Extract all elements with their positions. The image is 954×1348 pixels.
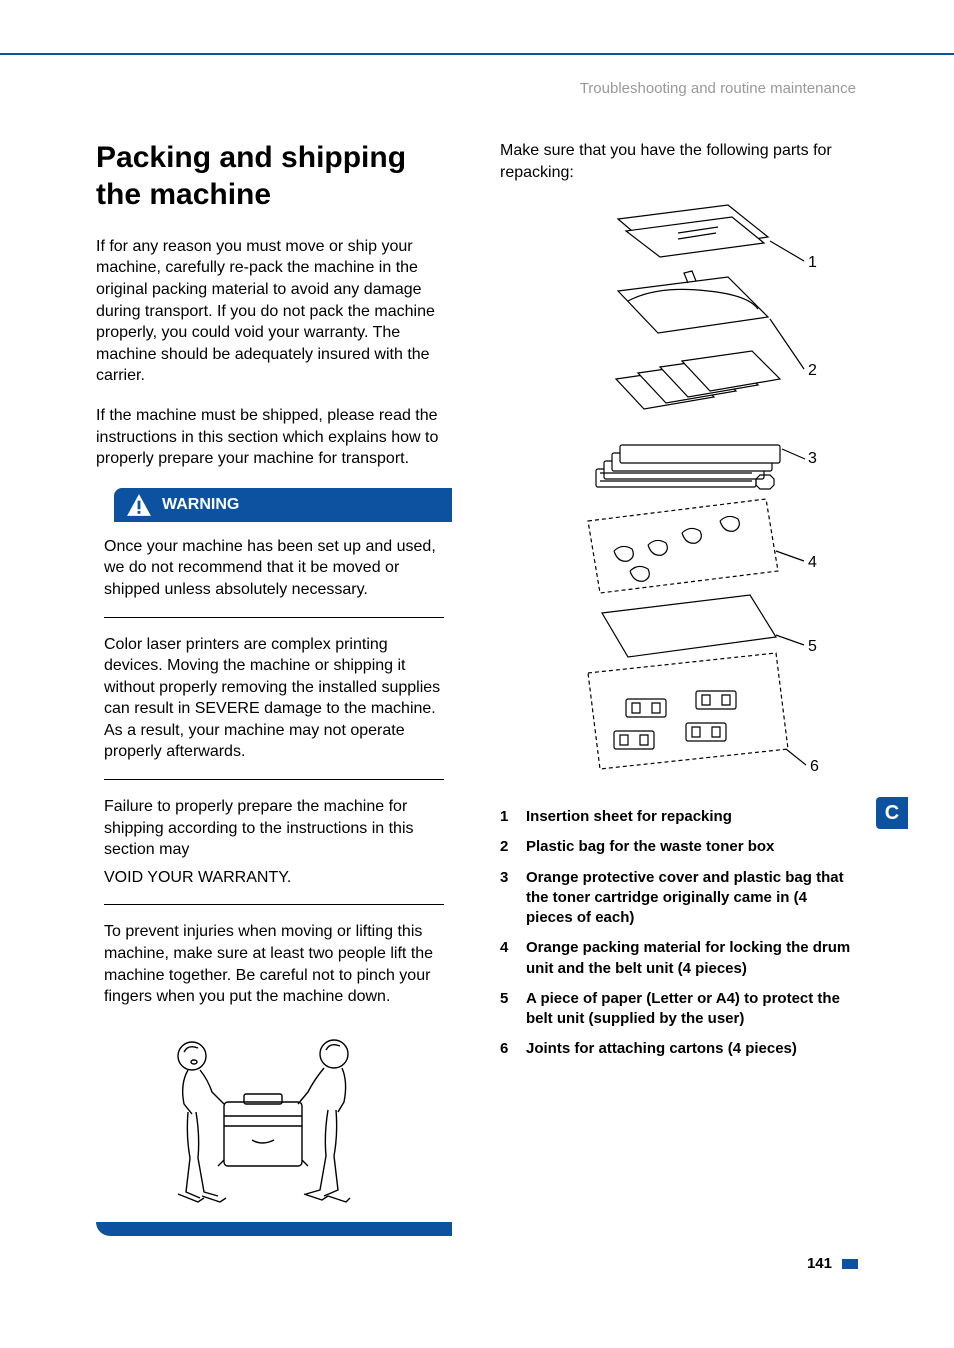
right-intro: Make sure that you have the following pa… bbox=[500, 140, 856, 183]
warning-bottom-curve bbox=[96, 1222, 452, 1236]
warning-header: WARNING bbox=[114, 488, 452, 522]
list-item: 5 A piece of paper (Letter or A4) to pro… bbox=[500, 989, 856, 1030]
part-text: Orange protective cover and plastic bag … bbox=[526, 868, 856, 929]
warning-triangle-icon bbox=[126, 493, 152, 517]
part-text: Insertion sheet for repacking bbox=[526, 807, 732, 827]
list-item: 3 Orange protective cover and plastic ba… bbox=[500, 868, 856, 929]
warning-para-1: Once your machine has been set up and us… bbox=[104, 536, 444, 618]
part-number: 6 bbox=[500, 1039, 514, 1059]
warning-para-2: Color laser printers are complex printin… bbox=[104, 634, 444, 781]
page-title: Packing and shipping the machine bbox=[96, 140, 452, 214]
page-number: 141 bbox=[807, 1255, 832, 1272]
diagram-label-3: 3 bbox=[808, 450, 817, 467]
warning-para-3: Failure to properly prepare the machine … bbox=[104, 796, 444, 905]
page-content: Packing and shipping the machine If for … bbox=[96, 140, 858, 1252]
part-text: Orange packing material for locking the … bbox=[526, 938, 856, 979]
page-tab-decoration bbox=[842, 1259, 858, 1269]
breadcrumb: Troubleshooting and routine maintenance bbox=[580, 80, 856, 97]
warning-para-4: To prevent injuries when moving or lifti… bbox=[104, 921, 444, 1007]
part-text: A piece of paper (Letter or A4) to prote… bbox=[526, 989, 856, 1030]
intro-paragraph-1: If for any reason you must move or ship … bbox=[96, 236, 452, 387]
diagram-label-4: 4 bbox=[808, 554, 817, 571]
void-warranty-text: VOID YOUR WARRANTY. bbox=[104, 867, 444, 889]
top-border-rule bbox=[0, 53, 954, 55]
part-text: Joints for attaching cartons (4 pieces) bbox=[526, 1039, 797, 1059]
part-number: 3 bbox=[500, 868, 514, 929]
left-column: Packing and shipping the machine If for … bbox=[96, 140, 452, 1252]
intro-paragraph-2: If the machine must be shipped, please r… bbox=[96, 405, 452, 470]
warning-label: WARNING bbox=[162, 496, 239, 514]
list-item: 1 Insertion sheet for repacking bbox=[500, 807, 856, 827]
diagram-label-5: 5 bbox=[808, 638, 817, 655]
diagram-label-2: 2 bbox=[808, 362, 817, 379]
part-number: 2 bbox=[500, 837, 514, 857]
part-number: 5 bbox=[500, 989, 514, 1030]
diagram-label-6: 6 bbox=[810, 758, 819, 775]
lifting-illustration bbox=[96, 1024, 426, 1214]
page-footer: 141 bbox=[807, 1255, 858, 1272]
section-tab: C bbox=[876, 797, 908, 829]
warning-box: WARNING Once your machine has been set u… bbox=[96, 488, 452, 1236]
exploded-parts-diagram: 1 2 bbox=[518, 201, 838, 791]
warning-content: Once your machine has been set up and us… bbox=[96, 522, 452, 1008]
part-number: 1 bbox=[500, 807, 514, 827]
list-item: 4 Orange packing material for locking th… bbox=[500, 938, 856, 979]
part-text: Plastic bag for the waste toner box bbox=[526, 837, 774, 857]
diagram-label-1: 1 bbox=[808, 254, 817, 271]
parts-list: 1 Insertion sheet for repacking 2 Plasti… bbox=[500, 807, 856, 1060]
list-item: 2 Plastic bag for the waste toner box bbox=[500, 837, 856, 857]
right-column: Make sure that you have the following pa… bbox=[500, 140, 856, 1252]
part-number: 4 bbox=[500, 938, 514, 979]
warning-para-3-text: Failure to properly prepare the machine … bbox=[104, 798, 414, 858]
list-item: 6 Joints for attaching cartons (4 pieces… bbox=[500, 1039, 856, 1059]
